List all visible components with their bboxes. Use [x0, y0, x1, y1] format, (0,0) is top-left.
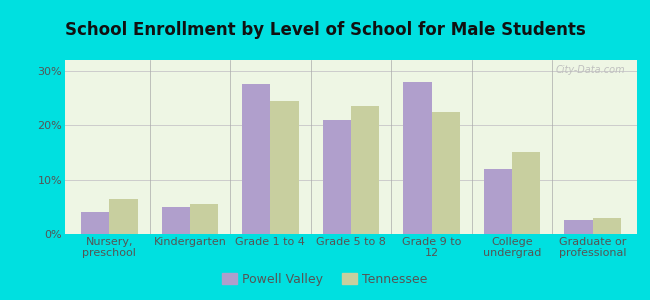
- Bar: [512, 152, 540, 234]
- Legend: Powell Valley, Tennessee: Powell Valley, Tennessee: [218, 268, 432, 291]
- Bar: [162, 207, 190, 234]
- Text: School Enrollment by Level of School for Male Students: School Enrollment by Level of School for…: [64, 21, 586, 39]
- Text: City-Data.com: City-Data.com: [556, 65, 625, 75]
- Bar: [81, 212, 109, 234]
- Bar: [432, 112, 460, 234]
- Bar: [190, 204, 218, 234]
- Bar: [242, 85, 270, 234]
- Bar: [484, 169, 512, 234]
- Bar: [323, 120, 351, 234]
- Bar: [593, 218, 621, 234]
- Bar: [404, 82, 432, 234]
- Bar: [109, 199, 138, 234]
- Bar: [351, 106, 379, 234]
- Bar: [564, 220, 593, 234]
- Bar: [270, 101, 298, 234]
